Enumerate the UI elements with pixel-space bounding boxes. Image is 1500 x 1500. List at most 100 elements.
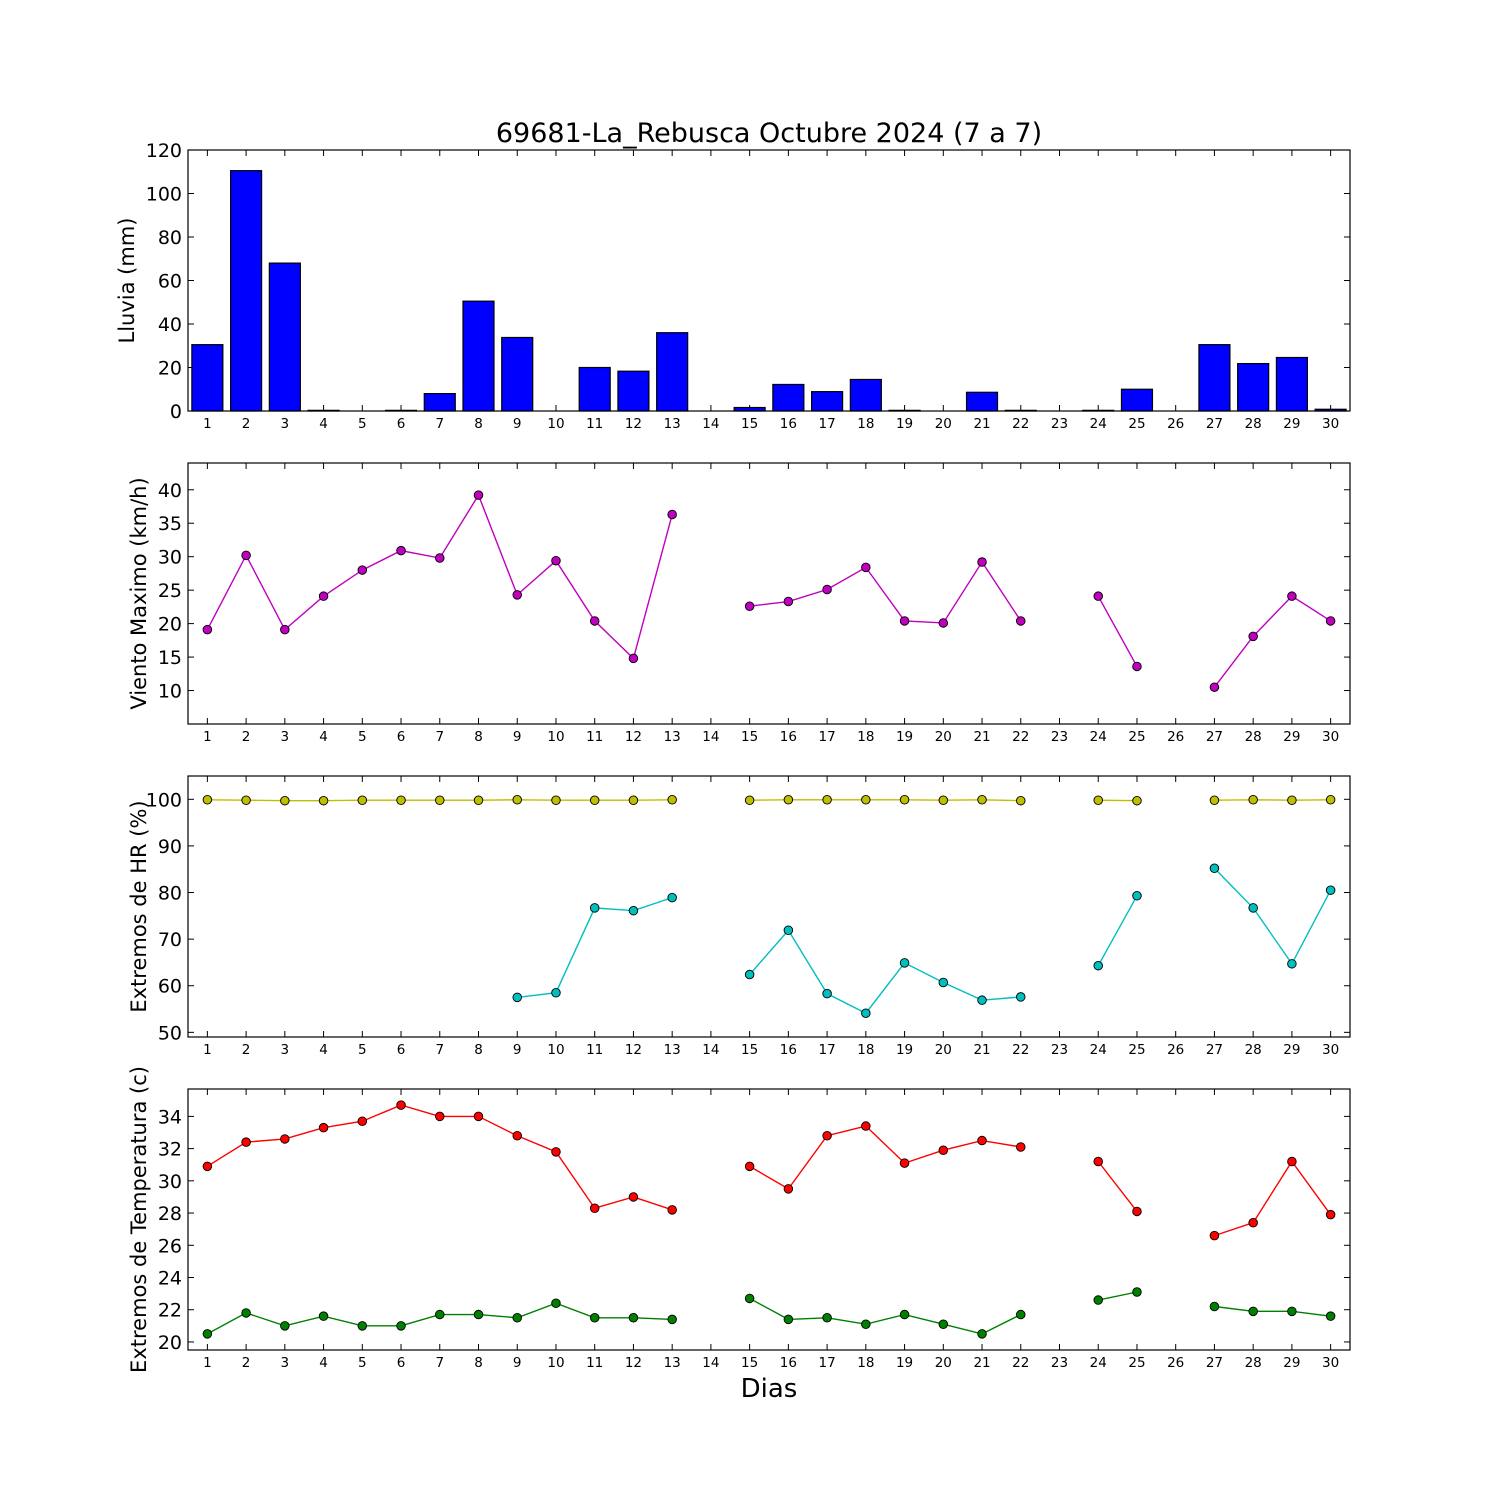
bar xyxy=(1120,388,1154,412)
x-tick-label: 27 xyxy=(1206,1042,1223,1058)
data-point xyxy=(1287,1156,1297,1167)
x-tick-label: 22 xyxy=(1012,729,1029,745)
x-tick-label: 9 xyxy=(513,1042,522,1058)
data-point xyxy=(1325,885,1336,895)
bar xyxy=(811,391,844,412)
data-point xyxy=(899,616,910,626)
y-tick-label: 24 xyxy=(158,1268,182,1290)
x-tick-label: 4 xyxy=(319,416,328,432)
x-tick-label: 26 xyxy=(1167,416,1184,432)
y-tick-label: 90 xyxy=(158,836,182,858)
series-line xyxy=(1214,1305,1331,1317)
data-point xyxy=(1248,903,1258,913)
data-point xyxy=(241,1308,251,1318)
x-tick-label: 5 xyxy=(358,1355,367,1371)
x-tick-label: 22 xyxy=(1012,1042,1029,1058)
bar xyxy=(617,370,650,412)
data-point xyxy=(1093,960,1103,971)
series-line xyxy=(1097,595,1138,667)
y-tick-label: 80 xyxy=(158,883,182,905)
data-point xyxy=(1287,1306,1297,1317)
x-tick-label: 14 xyxy=(702,416,719,432)
x-tick-label: 29 xyxy=(1283,416,1300,432)
x-tick-label: 19 xyxy=(896,729,913,745)
data-point xyxy=(357,1321,368,1331)
x-tick-label: 9 xyxy=(513,416,522,432)
chart-title: 69681-La_Rebusca Octubre 2024 (7 a 7) xyxy=(496,118,1042,149)
series-line xyxy=(749,1125,1021,1190)
data-point xyxy=(551,1298,561,1309)
x-tick-label: 22 xyxy=(1012,416,1029,432)
x-tick-label: 15 xyxy=(741,729,758,745)
bar xyxy=(268,262,301,412)
data-point xyxy=(1248,1306,1258,1317)
data-point xyxy=(1325,795,1336,805)
x-tick-label: 12 xyxy=(625,416,642,432)
data-point xyxy=(512,992,522,1003)
x-tick-label: 8 xyxy=(474,1355,483,1371)
y-tick-label: 30 xyxy=(158,547,182,569)
data-point xyxy=(473,1111,484,1122)
x-tick-label: 24 xyxy=(1090,1355,1107,1371)
y-tick-label: 22 xyxy=(158,1300,182,1322)
x-tick-label: 28 xyxy=(1245,729,1262,745)
data-point xyxy=(822,988,832,999)
data-point xyxy=(899,795,910,805)
data-point xyxy=(861,1121,871,1131)
data-point xyxy=(1209,863,1220,874)
data-point xyxy=(783,795,794,805)
y-tick-label: 100 xyxy=(146,184,182,206)
data-point xyxy=(1209,682,1220,692)
data-point xyxy=(1016,795,1026,806)
x-tick-label: 9 xyxy=(513,729,522,745)
x-tick-label: 22 xyxy=(1012,1355,1029,1371)
data-point xyxy=(318,1122,329,1133)
data-point xyxy=(938,795,949,805)
data-point xyxy=(1248,631,1258,642)
x-tick-label: 17 xyxy=(819,729,836,745)
data-point xyxy=(280,624,290,635)
series-line xyxy=(749,929,1021,1015)
data-point xyxy=(241,1137,251,1147)
bar xyxy=(772,383,805,412)
x-tick-label: 9 xyxy=(513,1355,522,1371)
x-tick-label: 18 xyxy=(857,1355,874,1371)
data-point xyxy=(667,1314,677,1325)
data-point xyxy=(551,795,561,805)
x-tick-label: 13 xyxy=(664,1355,681,1371)
plot-frame xyxy=(187,149,1351,412)
x-tick-label: 17 xyxy=(819,1042,836,1058)
data-point xyxy=(357,565,368,575)
series-line xyxy=(206,493,673,660)
data-point xyxy=(473,490,484,500)
data-point xyxy=(938,618,949,628)
data-point xyxy=(202,624,213,635)
bar xyxy=(501,336,534,412)
data-point xyxy=(899,958,910,968)
series-line xyxy=(1213,867,1332,966)
x-tick-label: 10 xyxy=(547,729,564,745)
x-tick-label: 5 xyxy=(358,1042,367,1058)
data-point xyxy=(589,903,600,913)
series-line xyxy=(1214,1160,1332,1237)
bar xyxy=(191,344,224,412)
x-tick-label: 29 xyxy=(1283,1042,1300,1058)
x-tick-label: 20 xyxy=(935,416,952,432)
data-point xyxy=(628,795,639,805)
y-tick-label: 40 xyxy=(158,480,182,502)
data-point xyxy=(396,795,406,805)
x-tick-label: 2 xyxy=(242,729,251,745)
x-tick-label: 23 xyxy=(1051,1042,1068,1058)
x-tick-label: 13 xyxy=(664,1042,681,1058)
x-tick-label: 3 xyxy=(281,1355,290,1371)
data-point xyxy=(318,795,329,806)
y-tick-label: 0 xyxy=(170,401,182,423)
x-tick-label: 24 xyxy=(1090,1042,1107,1058)
y-tick-label: 100 xyxy=(146,789,182,811)
x-tick-label: 27 xyxy=(1206,1355,1223,1371)
x-tick-label: 30 xyxy=(1322,1355,1339,1371)
x-tick-label: 1 xyxy=(203,1355,212,1371)
